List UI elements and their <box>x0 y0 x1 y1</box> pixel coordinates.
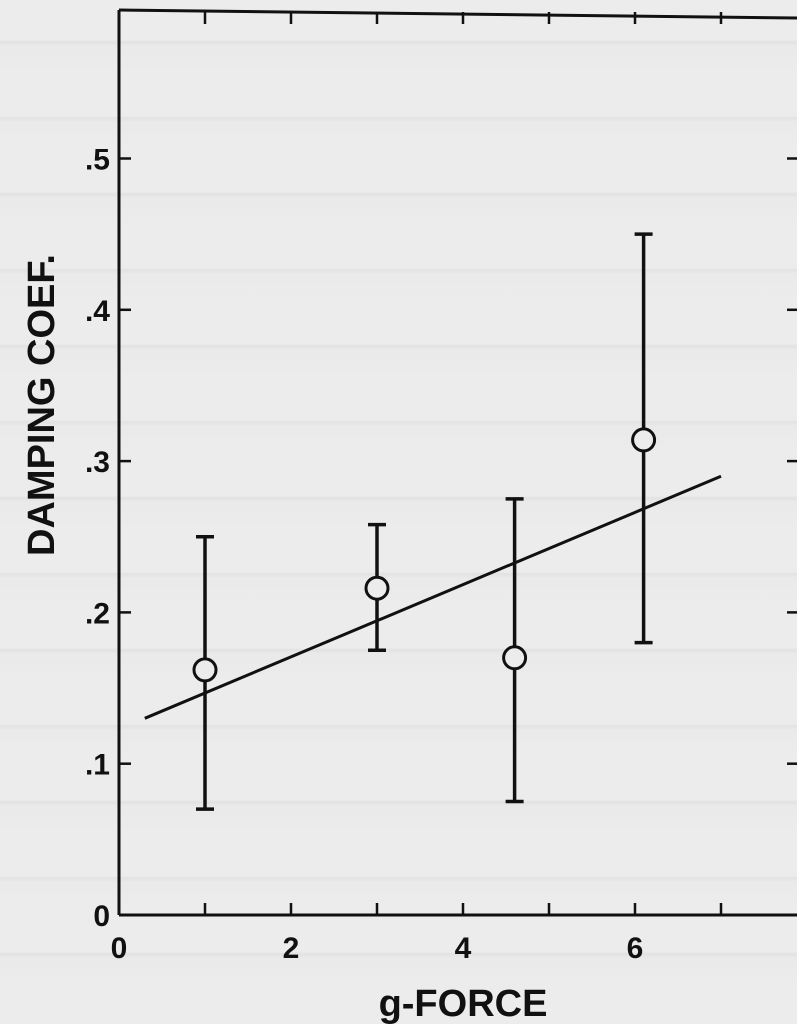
top-frame-line <box>118 8 797 20</box>
y-tick-label: .4 <box>85 295 110 328</box>
data-point <box>631 427 657 453</box>
data-point <box>502 645 528 671</box>
y-tick-label: .3 <box>85 446 110 479</box>
x-tick-label: 2 <box>283 932 300 965</box>
y-tick-label: .2 <box>85 597 110 630</box>
data-point <box>192 657 218 683</box>
fit-line <box>144 474 722 720</box>
y-tick-label: .5 <box>85 144 110 177</box>
x-axis-title: g-FORCE <box>379 983 548 1024</box>
y-tick-label: 0 <box>93 900 110 933</box>
data-point <box>364 575 390 601</box>
y-tick-label: .1 <box>85 749 110 782</box>
x-tick-label: 0 <box>111 932 128 965</box>
y-axis-title: DAMPING COEF. <box>21 254 63 556</box>
x-tick-label: 4 <box>455 932 472 965</box>
x-tick-label: 6 <box>627 932 644 965</box>
